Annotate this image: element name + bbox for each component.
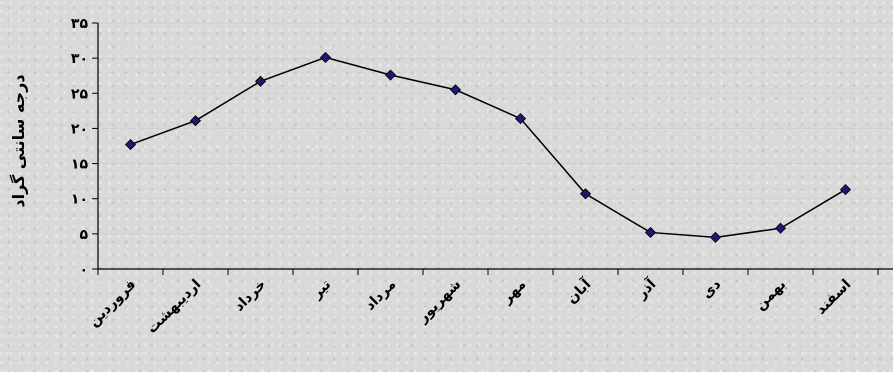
data-point bbox=[774, 222, 787, 234]
data-point bbox=[254, 75, 267, 87]
x-tick-label: آبان bbox=[562, 274, 595, 307]
y-axis-label: درجه سانتی گراد bbox=[9, 74, 28, 207]
data-point bbox=[384, 69, 397, 81]
series bbox=[124, 51, 852, 243]
y-tick-label: ۱۰ bbox=[71, 192, 88, 208]
y-tick-label: ۳۰ bbox=[71, 51, 88, 67]
data-point bbox=[839, 184, 852, 196]
data-point bbox=[319, 51, 332, 64]
y-tick-label: ۲۵ bbox=[71, 86, 89, 102]
data-point bbox=[124, 139, 137, 151]
x-tick-label: اردیبهشت bbox=[144, 277, 204, 337]
data-point bbox=[514, 113, 527, 125]
data-point bbox=[449, 84, 462, 96]
x-tick-label: خرداد bbox=[231, 277, 269, 315]
y-tick-label: ۰ bbox=[79, 262, 88, 278]
axes bbox=[92, 22, 893, 275]
x-tick-label: فروردین bbox=[86, 277, 140, 331]
y-tick-label: ۱۵ bbox=[71, 157, 89, 173]
x-tick-label: دی bbox=[699, 277, 724, 302]
x-tick-label: مهر bbox=[498, 277, 529, 308]
x-tick-labels: فروردین اردیبهشت خرداد تیر مرداد شهریور مهر آبا… bbox=[86, 274, 855, 337]
x-tick-label: آذر bbox=[632, 274, 660, 302]
data-point bbox=[189, 115, 202, 127]
series-line bbox=[130, 56, 846, 239]
x-tick-label: شهریور bbox=[414, 277, 464, 327]
x-tick-label: مرداد bbox=[362, 277, 399, 314]
data-point bbox=[579, 188, 592, 200]
y-tick-label: ۲۰ bbox=[71, 121, 88, 137]
y-tick-label: ۳۵ bbox=[71, 16, 89, 32]
x-tick-label: بهمن bbox=[752, 277, 789, 314]
data-point bbox=[709, 231, 722, 243]
x-tick-label: اسفند bbox=[813, 277, 854, 318]
gridlines bbox=[98, 22, 893, 235]
data-point bbox=[644, 226, 657, 239]
y-tick-label: ۵ bbox=[79, 227, 88, 243]
x-tick-label: تیر bbox=[308, 277, 334, 303]
y-tick-labels: ۰ ۵ ۱۰ ۱۵ ۲۰ ۲۵ ۳۰ ۳۵ bbox=[71, 16, 89, 278]
